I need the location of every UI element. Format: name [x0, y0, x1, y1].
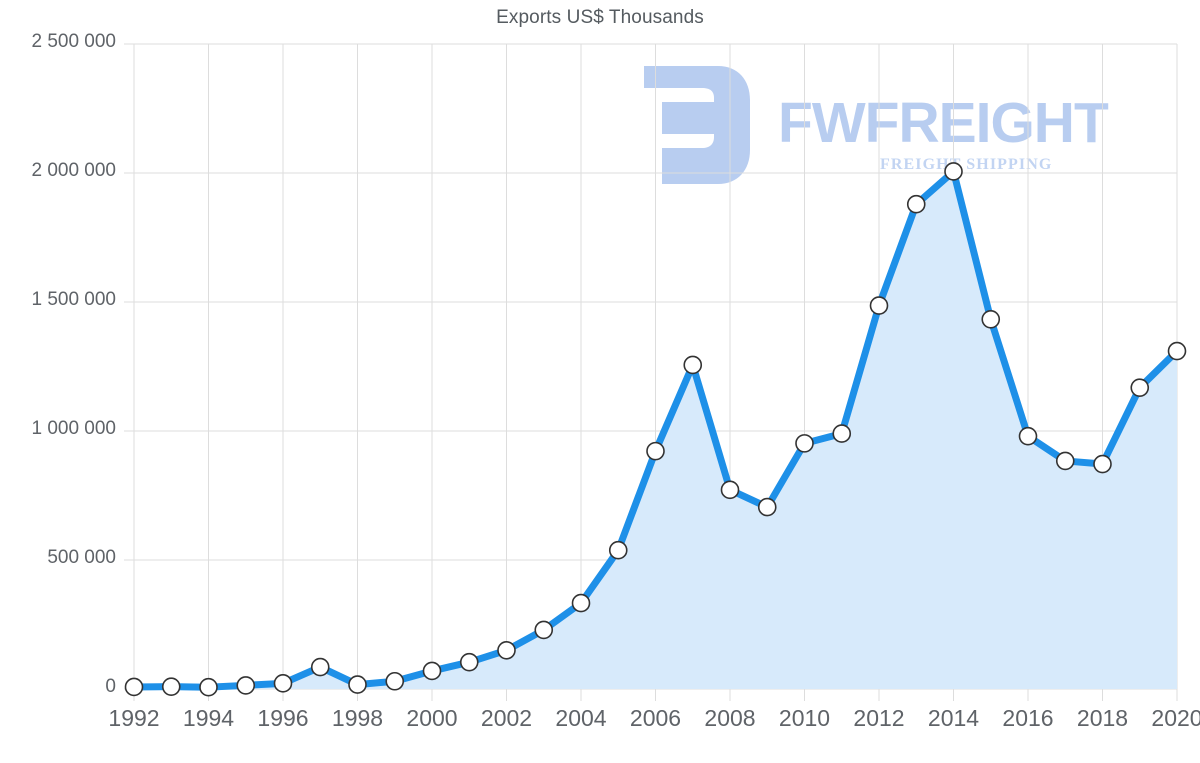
- data-point-marker[interactable]: [534, 620, 554, 640]
- x-axis-tick-label: 2006: [629, 705, 682, 731]
- data-point-marker[interactable]: [1130, 378, 1150, 397]
- data-point-marker[interactable]: [273, 674, 293, 693]
- data-point-marker[interactable]: [608, 540, 628, 560]
- y-axis-tick-label: 2 500 000: [31, 31, 116, 52]
- data-point-marker[interactable]: [906, 194, 926, 214]
- x-axis-tick-label: 1996: [257, 705, 309, 731]
- x-axis-tick-label: 2020: [1151, 705, 1200, 731]
- x-axis-tick-label: 2010: [778, 705, 831, 731]
- x-axis-tick-label: 1998: [331, 705, 384, 731]
- data-point-marker[interactable]: [795, 434, 814, 453]
- chart-title: Exports US$ Thousands: [496, 7, 704, 28]
- data-point-marker[interactable]: [1018, 426, 1038, 446]
- data-point-marker[interactable]: [832, 424, 852, 443]
- area-fill: [134, 171, 1177, 689]
- data-point-marker[interactable]: [981, 309, 1001, 329]
- data-point-marker[interactable]: [161, 677, 181, 696]
- data-point-marker[interactable]: [124, 677, 144, 697]
- data-point-marker[interactable]: [571, 593, 591, 613]
- data-point-marker[interactable]: [683, 355, 703, 375]
- data-point-marker[interactable]: [869, 296, 889, 315]
- data-point-marker[interactable]: [348, 675, 367, 694]
- x-axis-tick-label: 2004: [555, 705, 607, 731]
- y-axis-tick-label: 1 000 000: [31, 418, 116, 439]
- data-point-marker[interactable]: [236, 676, 256, 695]
- data-markers: [124, 162, 1187, 697]
- y-axis-tick-label: 2 000 000: [31, 160, 116, 181]
- y-axis-tick-label: 500 000: [47, 547, 116, 568]
- x-axis-tick-label: 2008: [704, 705, 756, 731]
- data-point-marker[interactable]: [1055, 451, 1075, 471]
- data-point-marker[interactable]: [1167, 341, 1187, 361]
- data-point-marker[interactable]: [757, 497, 777, 517]
- data-point-marker[interactable]: [944, 162, 963, 181]
- data-point-marker[interactable]: [422, 661, 442, 681]
- y-axis-tick-label: 1 500 000: [31, 289, 116, 310]
- x-axis-tick-label: 1992: [108, 705, 160, 731]
- y-axis-tick-label: 0: [105, 676, 116, 697]
- data-point-marker[interactable]: [385, 671, 405, 691]
- data-point-marker[interactable]: [310, 657, 330, 677]
- data-point-marker[interactable]: [1093, 454, 1112, 474]
- x-axis-tick-label: 2012: [853, 705, 905, 731]
- x-axis-tick-label: 2018: [1076, 705, 1129, 731]
- x-axis-tick-label: 2000: [406, 705, 458, 731]
- data-point-marker[interactable]: [459, 652, 479, 672]
- data-point-marker[interactable]: [497, 640, 516, 660]
- x-axis-tick-label: 2016: [1002, 705, 1054, 731]
- x-axis-tick-label: 2014: [927, 705, 980, 731]
- x-axis-tick-label: 1994: [182, 705, 235, 731]
- x-axis-tick-label: 2002: [480, 705, 533, 731]
- data-point-marker[interactable]: [199, 677, 218, 697]
- data-point-marker[interactable]: [646, 441, 665, 461]
- data-point-marker[interactable]: [720, 480, 740, 500]
